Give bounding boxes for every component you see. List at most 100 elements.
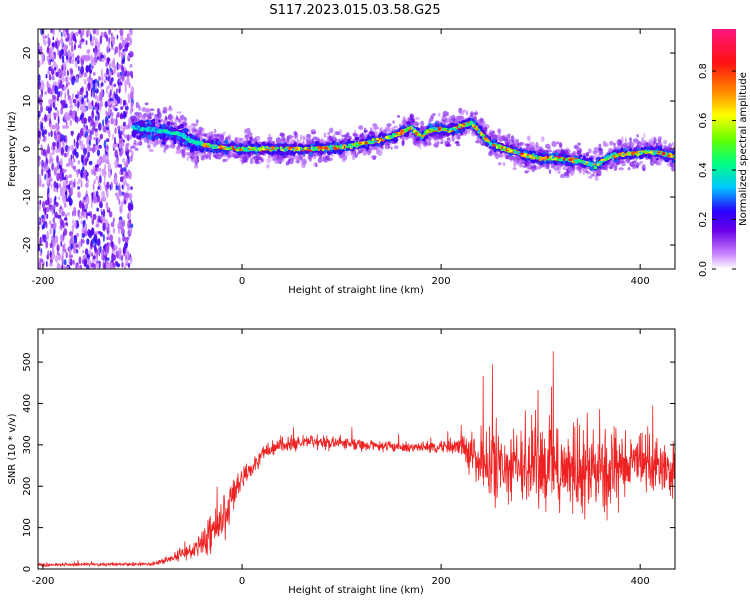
ridge-halo-blob xyxy=(339,129,343,136)
noise-blob xyxy=(78,65,80,72)
noise-blob xyxy=(47,37,51,47)
noise-blob xyxy=(119,29,124,36)
noise-blob xyxy=(78,256,82,265)
ridge-halo-blob xyxy=(135,114,140,120)
noise-blob xyxy=(122,142,125,147)
noise-blob xyxy=(115,250,119,256)
noise-blob xyxy=(94,94,98,100)
ridge-halo-blob xyxy=(163,147,166,154)
ridge-halo-blob xyxy=(141,107,147,112)
ridge-halo-blob xyxy=(282,136,286,142)
ridge-halo-blob xyxy=(163,108,168,112)
ridge-halo-blob xyxy=(334,131,339,136)
ridge-halo-blob xyxy=(636,134,639,138)
noise-blob xyxy=(38,74,41,83)
noise-blob xyxy=(72,165,75,170)
noise-blob xyxy=(63,152,68,158)
noise-blob xyxy=(72,32,76,42)
ridge-halo-blob xyxy=(194,149,198,156)
ridge-halo-blob xyxy=(377,149,383,156)
noise-blob xyxy=(58,29,61,32)
ridge-halo-blob xyxy=(434,139,439,147)
ridge-halo-blob xyxy=(312,136,318,140)
noise-blob xyxy=(78,211,81,220)
ridge-halo-blob xyxy=(204,133,208,137)
noise-blob xyxy=(95,223,100,228)
noise-blob xyxy=(39,97,43,106)
noise-blob xyxy=(48,159,52,164)
ridge-halo-blob xyxy=(627,167,631,171)
noise-blob xyxy=(74,32,79,37)
ridge-halo-blob xyxy=(149,108,155,111)
noise-blob xyxy=(126,183,131,192)
ridge-halo-blob xyxy=(401,139,405,146)
noise-blob xyxy=(128,82,131,89)
ridge-halo-blob xyxy=(154,138,159,146)
noise-blob xyxy=(94,145,99,151)
noise-blob xyxy=(121,255,123,262)
noise-blob xyxy=(112,38,115,46)
ridge-halo-blob xyxy=(301,161,306,169)
noise-blob xyxy=(102,222,106,232)
ridge-halo-blob xyxy=(512,167,517,170)
noise-blob xyxy=(75,61,78,68)
noise-blob xyxy=(126,196,128,203)
noise-blob xyxy=(62,144,65,150)
noise-blob xyxy=(102,209,106,218)
ridge-halo-blob xyxy=(624,137,627,144)
ridge-halo-blob xyxy=(524,143,530,147)
noise-blob xyxy=(84,223,88,232)
noise-blob xyxy=(92,72,96,76)
ridge-halo-blob xyxy=(405,136,409,141)
noise-blob xyxy=(65,189,68,199)
ridge-halo-blob xyxy=(325,155,331,160)
ridge-halo-blob xyxy=(252,155,256,160)
noise-blob xyxy=(128,29,132,32)
ridge-halo-blob xyxy=(330,157,334,161)
noise-blob xyxy=(85,54,89,62)
noise-blob xyxy=(46,177,50,184)
ridge-halo-blob xyxy=(479,117,484,124)
noise-blob xyxy=(72,99,77,104)
noise-blob xyxy=(99,177,102,182)
noise-blob xyxy=(95,29,100,36)
ridge-halo-blob xyxy=(415,122,419,126)
ridge-halo-blob xyxy=(488,131,493,138)
ridge-halo-blob xyxy=(576,150,581,156)
noise-blob xyxy=(38,60,41,68)
noise-blob xyxy=(80,238,83,247)
noise-blob xyxy=(121,51,124,59)
noise-blob xyxy=(65,121,68,125)
noise-blob xyxy=(124,265,126,269)
noise-blob xyxy=(40,122,44,131)
ridge-halo-blob xyxy=(423,140,428,145)
noise-blob xyxy=(99,245,102,254)
ridge-halo-blob xyxy=(613,142,616,147)
ridge-halo-blob xyxy=(194,164,199,169)
noise-blob xyxy=(129,63,133,68)
ridge-halo-blob xyxy=(502,162,506,166)
noise-blob xyxy=(121,124,123,131)
noise-blob xyxy=(128,211,132,220)
noise-blob xyxy=(45,149,50,154)
ridge-halo-blob xyxy=(198,131,202,135)
noise-blob xyxy=(77,100,80,109)
noise-blob xyxy=(127,262,131,268)
noise-blob xyxy=(66,69,69,77)
ridge-halo-blob xyxy=(178,118,181,124)
noise-blob xyxy=(91,100,94,107)
noise-blob xyxy=(49,227,53,235)
noise-blob xyxy=(86,196,90,205)
noise-blob xyxy=(86,238,90,245)
ridge-halo-blob xyxy=(286,136,290,142)
ridge-halo-blob xyxy=(328,135,334,142)
noise-blob xyxy=(61,262,64,269)
ridge-halo-blob xyxy=(456,134,460,139)
noise-blob xyxy=(54,107,58,111)
noise-blob xyxy=(61,106,63,111)
noise-blob xyxy=(74,43,76,51)
ridge-halo-blob xyxy=(526,166,532,170)
noise-blob xyxy=(105,138,110,143)
noise-blob xyxy=(105,61,108,68)
noise-blob xyxy=(124,242,128,249)
